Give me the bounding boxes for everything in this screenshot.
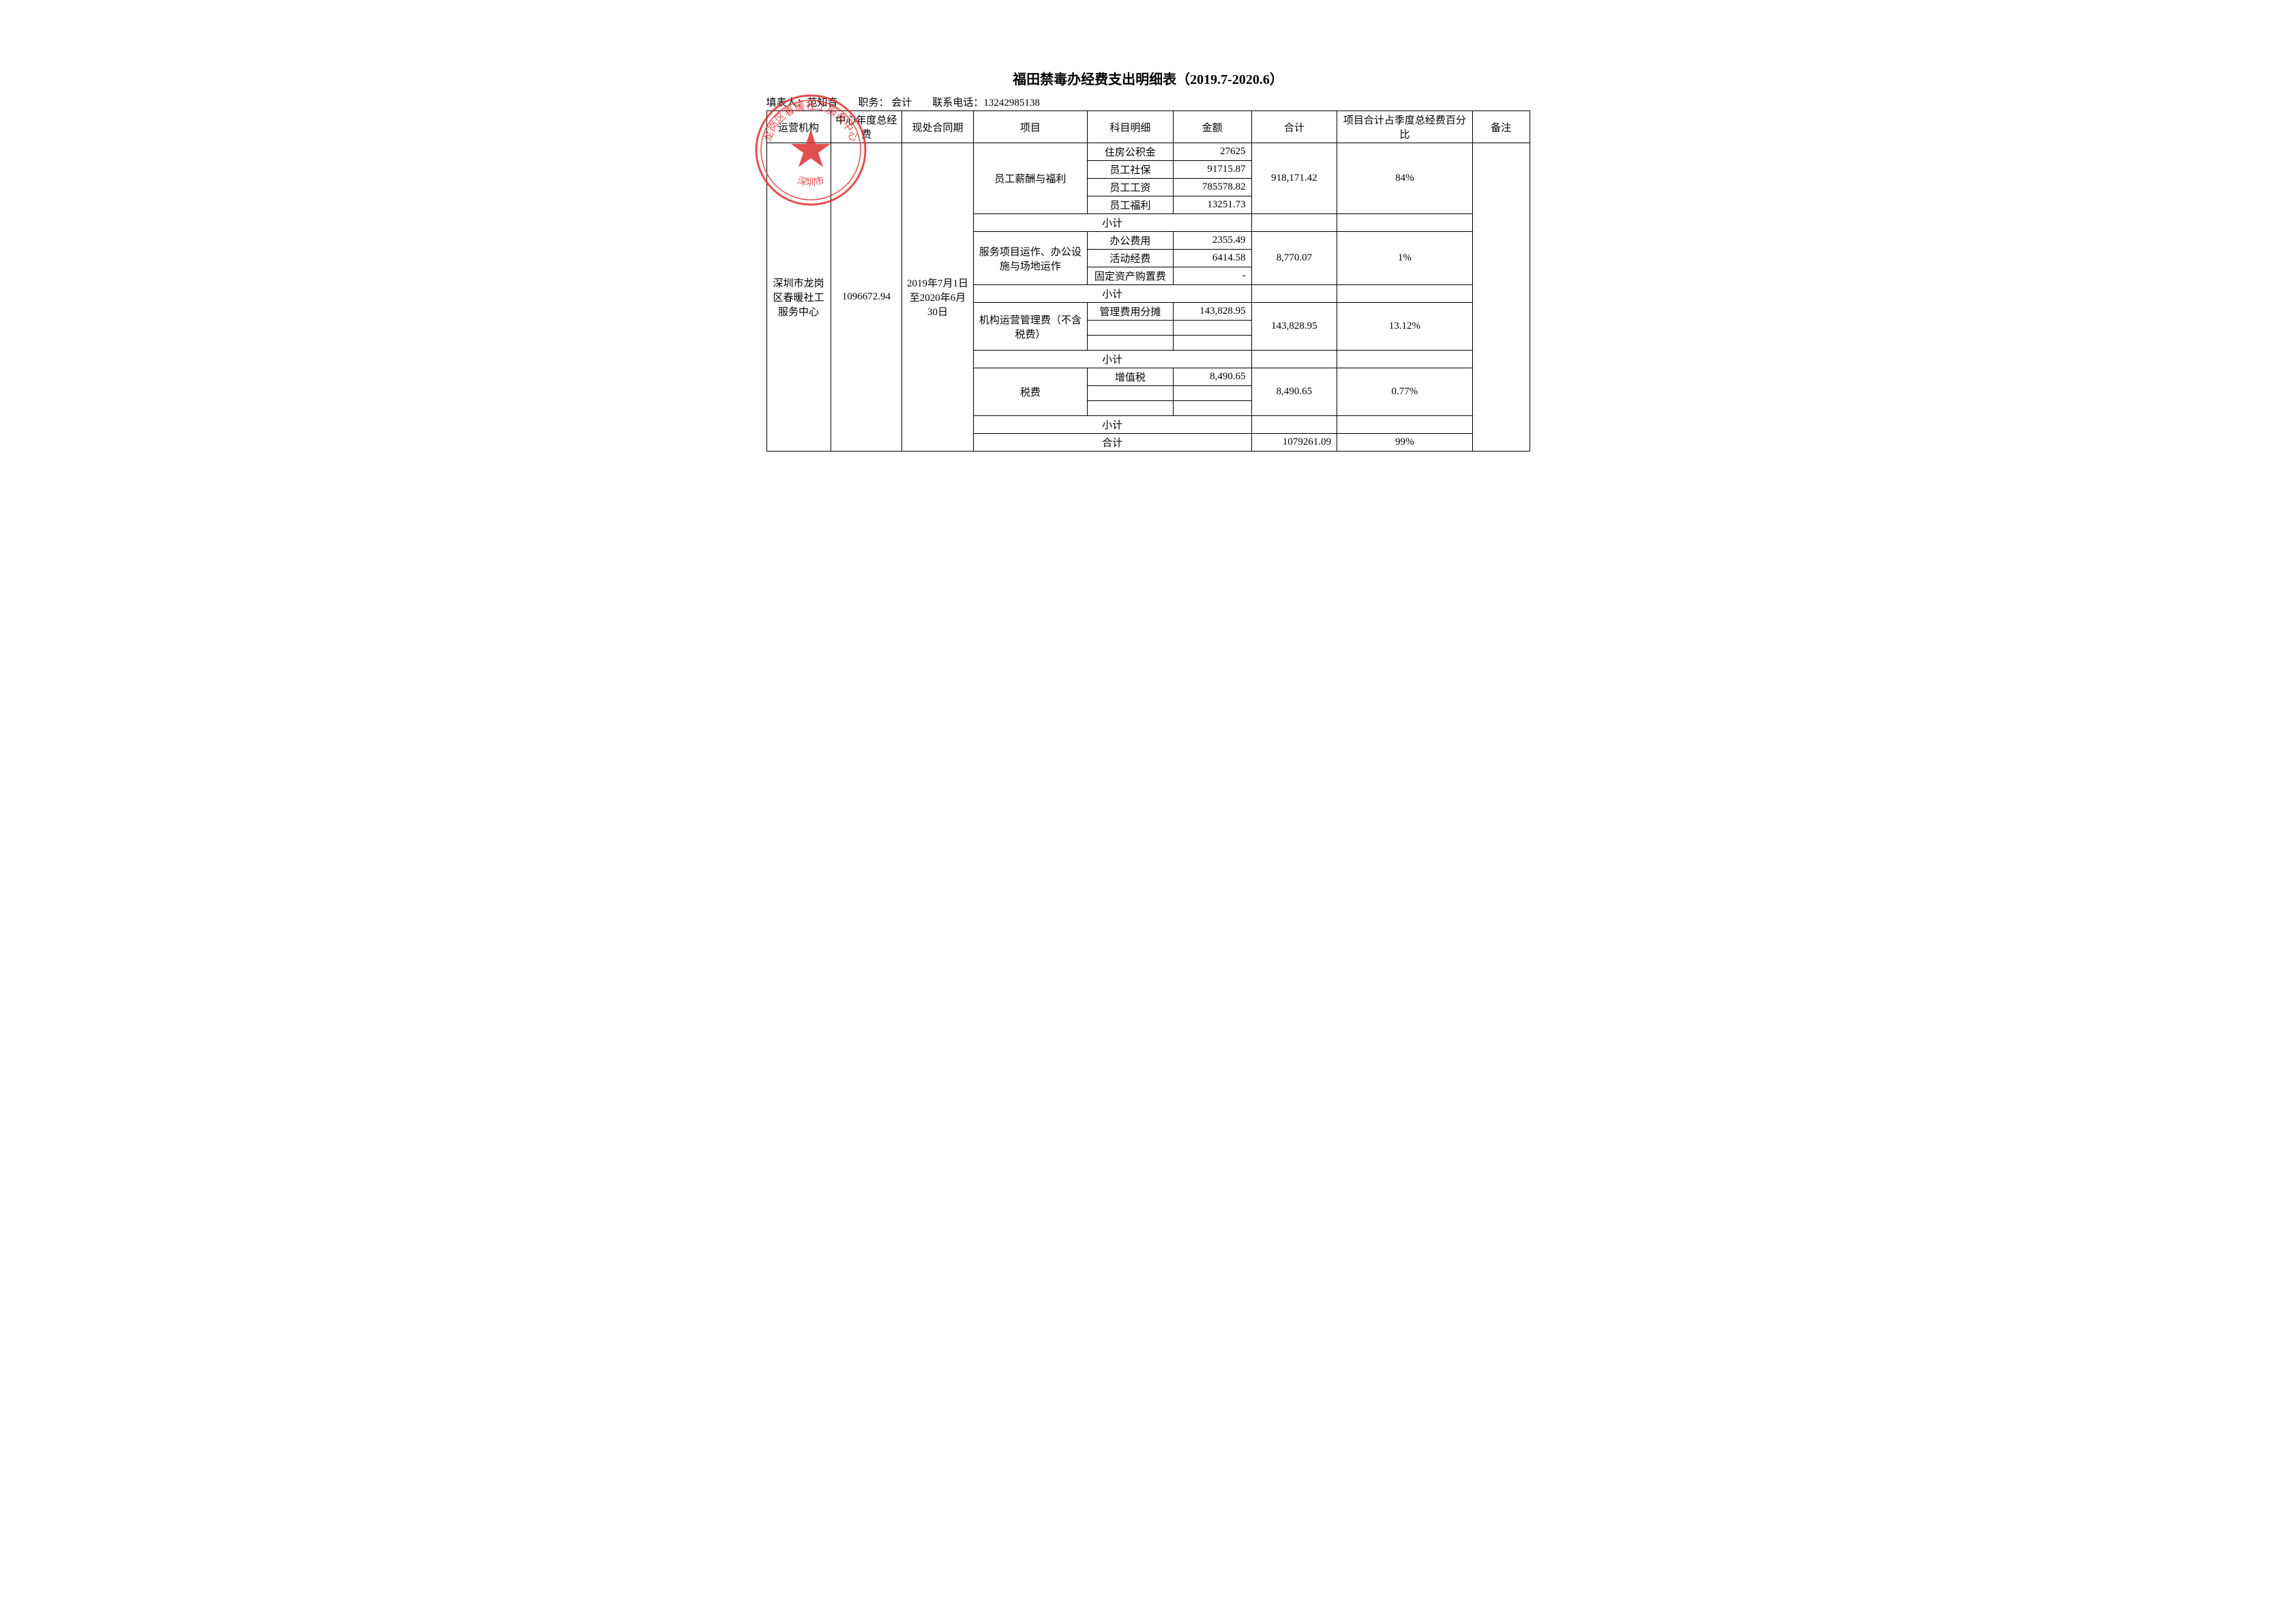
subtotal-total xyxy=(1251,285,1337,303)
header-detail: 科目明细 xyxy=(1088,111,1173,143)
subtotal-label: 小计 xyxy=(973,285,1251,303)
grand-total-value: 1079261.09 xyxy=(1251,434,1337,452)
header-project: 项目 xyxy=(973,111,1087,143)
cell-total: 918,171.42 xyxy=(1251,143,1337,214)
cell-amount: 143,828.95 xyxy=(1173,303,1251,321)
subtotal-total xyxy=(1251,214,1337,232)
position-value: 会计 xyxy=(891,98,912,108)
cell-detail: 增值税 xyxy=(1088,368,1173,386)
cell-amount xyxy=(1173,336,1251,351)
subtotal-percentage xyxy=(1337,285,1473,303)
document-title: 福田禁毒办经费支出明细表（2019.7-2020.6） xyxy=(766,68,1530,88)
cell-amount: 13251.73 xyxy=(1173,196,1251,214)
expense-table: 运营机构 中心年度总经费 现处合同期 项目 科目明细 金额 合计 项目合计占季度… xyxy=(766,110,1530,452)
cell-detail: 员工工资 xyxy=(1088,179,1173,196)
cell-amount: 785578.82 xyxy=(1173,179,1251,196)
header-annual-total: 中心年度总经费 xyxy=(831,111,902,143)
cell-detail xyxy=(1088,336,1173,351)
subtotal-label: 小计 xyxy=(973,416,1251,434)
cell-amount xyxy=(1173,401,1251,416)
cell-percentage: 1% xyxy=(1337,232,1473,285)
header-contract-period: 现处合同期 xyxy=(902,111,974,143)
cell-detail: 办公费用 xyxy=(1088,232,1173,250)
subtotal-label: 小计 xyxy=(973,214,1251,232)
cell-detail: 员工社保 xyxy=(1088,161,1173,179)
info-line: 填表人：范知音 职务： 会计 联系电话：13242985138 xyxy=(766,95,1530,109)
grand-total-label: 合计 xyxy=(973,434,1251,452)
cell-amount: 91715.87 xyxy=(1173,161,1251,179)
cell-amount xyxy=(1173,386,1251,401)
position-label: 职务： xyxy=(859,98,889,108)
filler-label: 填表人： xyxy=(766,98,807,108)
header-remark: 备注 xyxy=(1472,111,1530,143)
cell-amount: 8,490.65 xyxy=(1173,368,1251,386)
cell-percentage: 13.12% xyxy=(1337,303,1473,351)
cell-detail: 员工福利 xyxy=(1088,196,1173,214)
header-percentage: 项目合计占季度总经费百分比 xyxy=(1337,111,1473,143)
cell-contract-period: 2019年7月1日至2020年6月30日 xyxy=(902,143,974,452)
cell-project: 机构运营管理费（不含税费） xyxy=(973,303,1087,351)
cell-project: 员工薪酬与福利 xyxy=(973,143,1087,214)
header-amount: 金额 xyxy=(1173,111,1251,143)
cell-org: 深圳市龙岗区春暖社工服务中心 xyxy=(766,143,831,452)
cell-total: 8,490.65 xyxy=(1251,368,1337,416)
table-row: 深圳市龙岗区春暖社工服务中心 1096672.94 2019年7月1日至2020… xyxy=(766,143,1530,161)
phone-value: 13242985138 xyxy=(983,98,1040,108)
subtotal-total xyxy=(1251,351,1337,368)
cell-project: 服务项目运作、办公设施与场地运作 xyxy=(973,232,1087,285)
filler-value: 范知音 xyxy=(807,98,838,108)
cell-detail: 固定资产购置费 xyxy=(1088,267,1173,285)
cell-detail: 管理费用分摊 xyxy=(1088,303,1173,321)
cell-total: 143,828.95 xyxy=(1251,303,1337,351)
cell-amount: 6414.58 xyxy=(1173,250,1251,267)
document-container: 龙岗区春暖社工服务中心 深圳市 福田禁毒办经费支出明细表（2019.7-2020… xyxy=(766,68,1530,452)
cell-detail xyxy=(1088,386,1173,401)
subtotal-percentage xyxy=(1337,416,1473,434)
cell-detail: 活动经费 xyxy=(1088,250,1173,267)
header-row: 运营机构 中心年度总经费 现处合同期 项目 科目明细 金额 合计 项目合计占季度… xyxy=(766,111,1530,143)
header-total: 合计 xyxy=(1251,111,1337,143)
subtotal-total xyxy=(1251,416,1337,434)
subtotal-percentage xyxy=(1337,351,1473,368)
cell-detail: 住房公积金 xyxy=(1088,143,1173,161)
cell-detail xyxy=(1088,321,1173,336)
subtotal-percentage xyxy=(1337,214,1473,232)
phone-label: 联系电话： xyxy=(932,98,983,108)
cell-percentage: 0.77% xyxy=(1337,368,1473,416)
header-org: 运营机构 xyxy=(766,111,831,143)
cell-amount: 27625 xyxy=(1173,143,1251,161)
cell-percentage: 84% xyxy=(1337,143,1473,214)
cell-detail xyxy=(1088,401,1173,416)
cell-project: 税费 xyxy=(973,368,1087,416)
cell-amount xyxy=(1173,321,1251,336)
cell-annual-total: 1096672.94 xyxy=(831,143,902,452)
grand-total-percentage: 99% xyxy=(1337,434,1473,452)
cell-total: 8,770.07 xyxy=(1251,232,1337,285)
cell-amount: - xyxy=(1173,267,1251,285)
subtotal-label: 小计 xyxy=(973,351,1251,368)
cell-remark xyxy=(1472,143,1530,452)
cell-amount: 2355.49 xyxy=(1173,232,1251,250)
